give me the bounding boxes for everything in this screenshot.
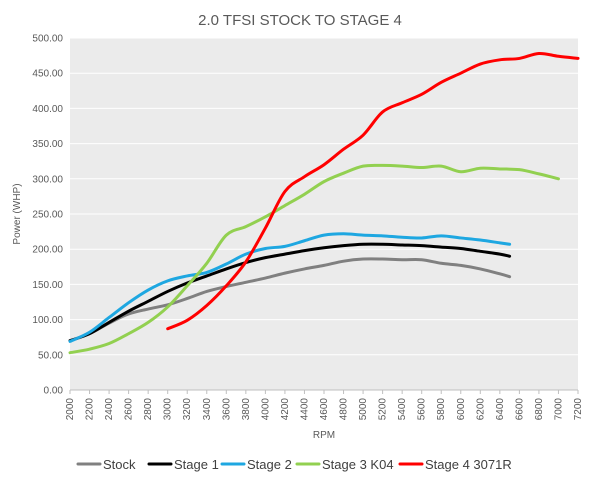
series-line-stage-3-k04 [68,163,560,355]
y-tick-label: 500.00 [32,34,63,45]
y-tick-label: 100.00 [32,315,63,326]
x-tick-label: 6400 [495,398,506,421]
x-tick-label: 2600 [124,398,135,421]
x-tick-label: 4600 [319,398,330,421]
x-tick-label: 6000 [456,398,467,421]
legend-label: Stage 2 [247,457,292,472]
series-lines [68,51,580,355]
series-line-stage-1 [68,242,512,343]
x-tick-labels: 2000 2200 2400 2600 2800 3000 3200 3400 3600 3800… [65,398,584,421]
x-tick-label: 3800 [241,398,252,421]
series-line-stock [68,257,512,343]
x-tick-label: 7200 [573,398,584,421]
y-tick-label: 450.00 [32,69,63,80]
x-tick-label: 3600 [221,398,232,421]
x-tick-label: 5200 [378,398,389,421]
series-line-stage-4-3071r [166,51,580,331]
x-axis-label: RPM [313,430,335,441]
x-tick-label: 3400 [202,398,213,421]
x-tick-label: 2200 [85,398,96,421]
x-tick-label: 5800 [436,398,447,421]
x-tick-label: 6800 [534,398,545,421]
y-tick-label: 150.00 [32,280,63,291]
y-tick-label: 350.00 [32,139,63,150]
y-tick-label: 50.00 [38,350,63,361]
legend-label: Stock [103,457,136,472]
y-tick-label: 0.00 [44,386,64,397]
x-tick-label: 4000 [260,398,271,421]
y-tick-labels: 0.00 50.00 100.00 150.00 200.00 250.00 300.00 3… [32,34,63,397]
x-tick-label: 7000 [553,398,564,421]
legend-label: Stage 1 [174,457,219,472]
x-tick-label: 5400 [397,398,408,421]
grid-lines [69,37,579,394]
legend-label: Stage 4 3071R [425,457,512,472]
x-tick-label: 6200 [475,398,486,421]
x-tick-label: 4800 [339,398,350,421]
x-tick-label: 2400 [104,398,115,421]
x-tick-label: 5000 [358,398,369,421]
y-tick-label: 200.00 [32,245,63,256]
x-tick-label: 3200 [182,398,193,421]
legend-label: Stage 3 K04 [322,457,394,472]
y-axis-label: Power (WHP) [12,183,23,244]
x-tick-label: 5600 [417,398,428,421]
legend: Stock Stage 1 Stage 2 Stage 3 K04 Stage 4 30… [76,457,512,472]
x-tick-label: 6600 [514,398,525,421]
x-tick-label: 4400 [299,398,310,421]
series-line-stage-2 [68,232,512,343]
x-tick-label: 3000 [163,398,174,421]
chart-title: 2.0 TFSI STOCK TO STAGE 4 [198,12,402,29]
x-tick-label: 4200 [280,398,291,421]
y-tick-label: 300.00 [32,174,63,185]
x-tick-label: 2800 [143,398,154,421]
y-tick-label: 400.00 [32,104,63,115]
x-tick-label: 2000 [65,398,76,421]
y-tick-label: 250.00 [32,210,63,221]
